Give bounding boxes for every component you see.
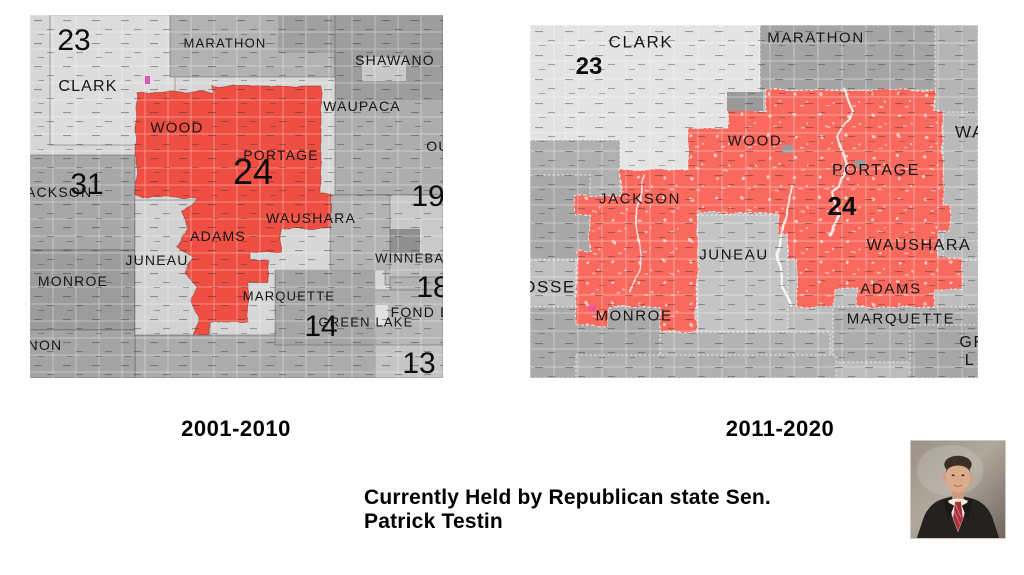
county-label: JACKSON	[598, 190, 682, 208]
county-label: OU	[426, 138, 443, 154]
county-label: SHAWANO	[355, 52, 435, 68]
county-label: MARATHON	[183, 35, 267, 51]
county-label: ADAMS	[190, 228, 246, 244]
district-number: 19	[411, 180, 443, 213]
county-label: PORTAGE	[832, 162, 920, 179]
district-number: 18	[416, 271, 443, 304]
county-label: WOOD	[150, 119, 204, 137]
city-marker-dot	[589, 306, 595, 311]
lapel-left	[943, 499, 955, 522]
mouth	[953, 484, 963, 487]
eye-left	[951, 474, 955, 477]
county-label: MONROE	[37, 273, 109, 289]
district-number: 13	[402, 347, 436, 379]
county-label: ADAMS	[860, 280, 922, 298]
eye-right	[961, 474, 965, 477]
county-map-graphic-2011	[530, 25, 978, 378]
district-number: 24	[827, 191, 857, 221]
district-number: 23	[575, 53, 603, 80]
county-label: NON	[30, 337, 63, 353]
county-label: WAUPACA	[323, 98, 401, 114]
county-label: CLARK	[58, 78, 118, 95]
map-2001-2010: 23 31 24 19 18 14 13 MARATHON SHAWANO CL…	[30, 15, 443, 378]
county-label: MARATHON	[767, 29, 865, 47]
county-label: FOND D	[390, 304, 443, 320]
county-map-graphic-2001	[30, 15, 443, 378]
senator-portrait-photo	[910, 440, 1006, 539]
tie-stripe	[953, 510, 961, 525]
county-label: PORTAGE	[243, 147, 319, 163]
city-marker-dot	[145, 76, 150, 84]
county-label: WAUSHARA	[866, 237, 972, 254]
portrait-graphic	[911, 441, 1005, 538]
caption-text: Currently Held by Republican state Sen. …	[364, 486, 771, 533]
tie	[953, 501, 963, 532]
face	[945, 462, 971, 493]
county-label: WA	[955, 122, 978, 142]
district-number: 31	[70, 168, 104, 201]
town-names-texture	[30, 15, 443, 378]
town-names-texture	[530, 25, 978, 378]
map-2011-2020: 23 24 CLARK MARATHON WOOD PORTAGE WA JAC…	[530, 25, 978, 378]
county-label: GREEN LAKE	[318, 314, 414, 330]
district-number: 24	[232, 151, 274, 192]
lapel-right	[961, 499, 973, 522]
period-label-right: 2011-2020	[725, 416, 835, 441]
county-label: GR	[959, 334, 978, 351]
period-label-left: 2001-2010	[181, 416, 291, 441]
county-label: MARQUETTE	[846, 310, 956, 328]
county-label: L	[964, 352, 976, 369]
county-label: JUNEAU	[125, 252, 189, 268]
district-number: 23	[57, 24, 91, 57]
district-number: 14	[304, 310, 338, 343]
county-label: WAUSHARA	[266, 210, 356, 226]
county-label: OSSE	[530, 277, 576, 297]
hairline	[945, 461, 971, 474]
county-label: MARQUETTE	[242, 288, 336, 304]
county-label: CLARK	[608, 32, 674, 52]
county-label: MONROE	[595, 307, 673, 325]
tie-stripe	[954, 503, 962, 518]
county-label: JUNEAU	[699, 246, 769, 264]
county-label: WINNEBAGO	[375, 250, 443, 266]
county-label: JACKSON	[30, 184, 93, 200]
county-label: WOOD	[727, 132, 783, 150]
